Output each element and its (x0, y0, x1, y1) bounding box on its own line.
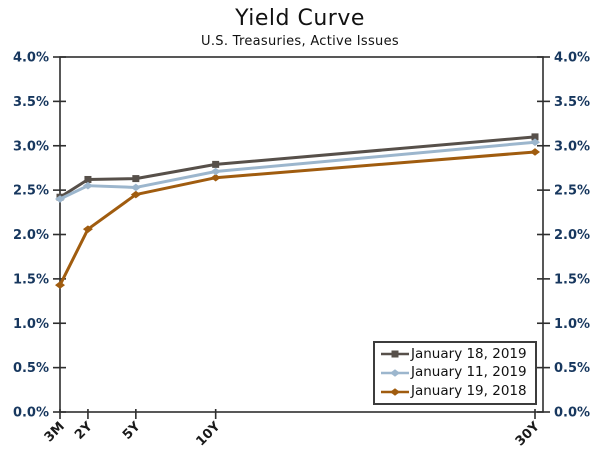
svg-text:2.5%: 2.5% (554, 184, 590, 199)
legend-item: January 19, 2018 (380, 382, 530, 399)
series1-marker-icon (381, 350, 409, 358)
series-January 18, 2019 (56, 133, 539, 201)
chart-title: Yield Curve (235, 6, 365, 31)
svg-text:2Y: 2Y (72, 419, 96, 443)
legend: January 18, 2019 January 11, 2019 Januar… (373, 341, 537, 405)
svg-text:30Y: 30Y (513, 419, 543, 449)
svg-text:10Y: 10Y (193, 419, 223, 449)
svg-text:0.5%: 0.5% (13, 361, 49, 376)
series-January 11, 2019 (55, 138, 540, 203)
svg-text:4.0%: 4.0% (554, 51, 590, 66)
series2-marker-icon (381, 369, 409, 377)
svg-text:1.5%: 1.5% (554, 272, 590, 287)
svg-text:4.0%: 4.0% (13, 51, 49, 66)
svg-text:2.0%: 2.0% (13, 228, 49, 243)
svg-text:2.5%: 2.5% (13, 184, 49, 199)
svg-text:3.0%: 3.0% (13, 139, 49, 154)
legend-item: January 11, 2019 (380, 366, 530, 380)
series-January 19, 2018 (55, 148, 540, 289)
svg-text:3.0%: 3.0% (554, 139, 590, 154)
svg-text:3.5%: 3.5% (554, 95, 590, 110)
svg-text:1.5%: 1.5% (13, 272, 49, 287)
legend-item-label: January 11, 2019 (411, 364, 527, 381)
svg-text:1.0%: 1.0% (554, 317, 590, 332)
series3-marker-icon (381, 387, 409, 396)
legend-item-label: January 18, 2019 (411, 345, 527, 362)
svg-text:5Y: 5Y (120, 419, 144, 443)
legend-item: January 18, 2019 (380, 345, 530, 362)
svg-text:3.5%: 3.5% (13, 95, 49, 110)
legend-item-label: January 19, 2018 (411, 382, 527, 399)
svg-text:1.0%: 1.0% (13, 317, 49, 332)
chart-subtitle: U.S. Treasuries, Active Issues (201, 34, 399, 49)
svg-text:0.5%: 0.5% (554, 361, 590, 376)
x-axis: 3M 2Y 5Y 10Y 30Y (42, 409, 543, 449)
svg-text:2.0%: 2.0% (554, 228, 590, 243)
svg-text:3M: 3M (42, 419, 68, 445)
svg-text:0.0%: 0.0% (13, 406, 49, 421)
svg-text:0.0%: 0.0% (554, 406, 590, 421)
